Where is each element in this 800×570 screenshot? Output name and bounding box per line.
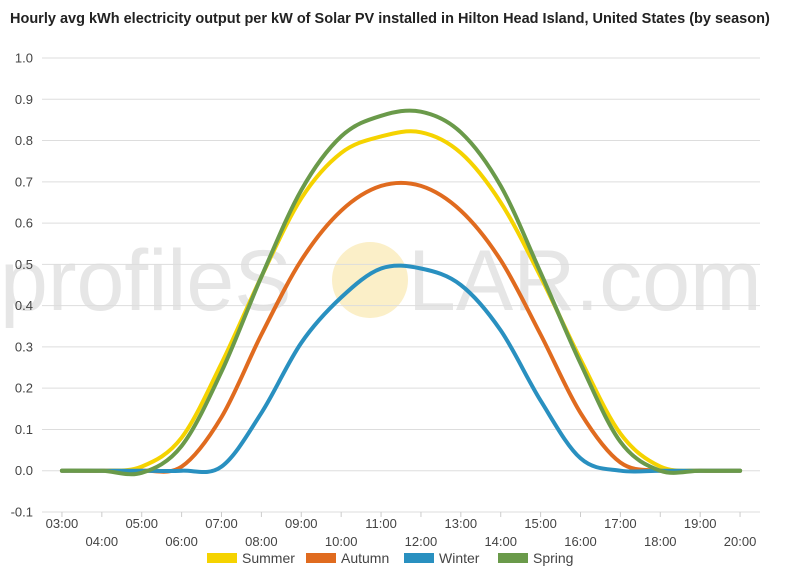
x-tick-label: 04:00 (86, 534, 119, 549)
legend: Summer Autumn Winter Spring (207, 550, 573, 566)
y-tick-label: 0.7 (15, 174, 33, 189)
watermark-text-left: profileS (0, 233, 292, 329)
y-tick-label: 0.5 (15, 257, 33, 272)
x-tick-label: 09:00 (285, 516, 318, 531)
chart-title: Hourly avg kWh electricity output per kW… (10, 11, 770, 27)
x-tick-label: 03:00 (46, 516, 79, 531)
watermark-text-right: LAR.com (408, 233, 762, 329)
x-tick-label: 19:00 (684, 516, 717, 531)
x-tick-label: 11:00 (365, 516, 397, 531)
x-axis-ticks: 03:00 04:00 05:00 06:00 07:00 08:00 09:00 10:00… (46, 512, 757, 549)
x-tick-label: 12:00 (405, 534, 438, 549)
x-tick-label: 08:00 (245, 534, 278, 549)
y-tick-label: 0.9 (15, 92, 33, 107)
x-tick-label: 20:00 (724, 534, 757, 549)
x-tick-label: 18:00 (644, 534, 677, 549)
x-tick-label: 06:00 (165, 534, 198, 549)
x-tick-label: 13:00 (445, 516, 478, 531)
legend-swatch-autumn (306, 553, 336, 563)
x-tick-label: 05:00 (125, 516, 158, 531)
legend-swatch-summer (207, 553, 237, 563)
x-tick-label: 14:00 (484, 534, 517, 549)
y-tick-label: 0.3 (15, 339, 33, 354)
y-tick-label: 1.0 (15, 51, 33, 66)
series-line-winter (59, 263, 743, 474)
x-tick-label: 10:00 (325, 534, 358, 549)
y-tick-label: -0.1 (11, 505, 33, 520)
series-line-spring (59, 108, 743, 477)
y-tick-label: 0.4 (15, 298, 33, 313)
watermark-sun (332, 242, 408, 318)
y-tick-label: 0.1 (15, 422, 33, 437)
watermark: profileS LAR.com (0, 233, 762, 329)
y-axis-ticks: -0.1 0.0 0.1 0.2 0.3 0.4 0.5 0.6 0.7 0.8 0.9 1.0 (11, 51, 33, 520)
y-tick-label: 0.2 (15, 381, 33, 396)
legend-swatch-winter (404, 553, 434, 563)
x-tick-label: 07:00 (205, 516, 238, 531)
series-line-autumn (59, 180, 743, 474)
legend-label-spring: Spring (533, 550, 573, 566)
legend-swatch-spring (498, 553, 528, 563)
x-tick-label: 16:00 (564, 534, 597, 549)
y-tick-label: 0.6 (15, 216, 33, 231)
legend-label-summer: Summer (242, 550, 295, 566)
series-lines (59, 108, 743, 477)
legend-label-winter: Winter (439, 550, 480, 566)
x-tick-label: 15:00 (524, 516, 557, 531)
x-tick-label: 17:00 (604, 516, 637, 531)
y-tick-label: 0.8 (15, 133, 33, 148)
series-line-summer (59, 129, 743, 474)
y-tick-label: 0.0 (15, 463, 33, 478)
legend-label-autumn: Autumn (341, 550, 389, 566)
